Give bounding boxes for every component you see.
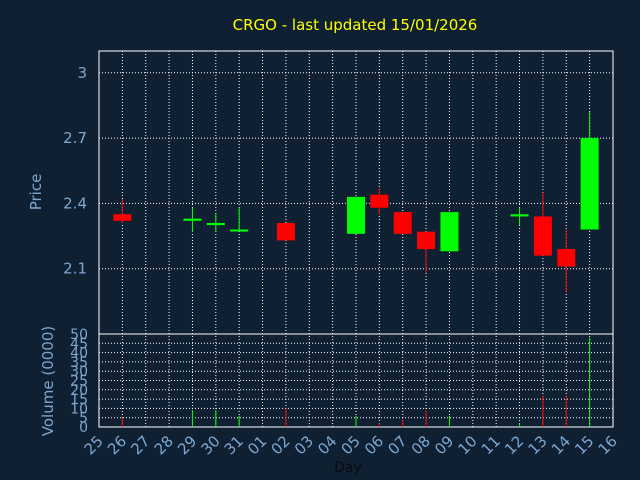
x-tick-label: 30	[197, 432, 223, 458]
candle-up	[183, 218, 202, 221]
volume-tick-label: 5	[79, 411, 88, 427]
x-tick-label: 27	[127, 432, 153, 458]
price-tick-label: 2.1	[63, 260, 87, 278]
x-tick-label: 10	[454, 432, 480, 458]
candle-up	[347, 196, 365, 234]
price-tick-labels: 2.1 2.4 2.7 3	[63, 64, 87, 278]
candles	[113, 111, 599, 293]
volume-panel	[98, 333, 614, 428]
x-tick-label: 15	[571, 432, 597, 458]
x-tick-label: 31	[221, 432, 247, 458]
x-tick-label: 12	[501, 432, 527, 458]
candle-down	[417, 231, 436, 250]
volume-tick-label: 40	[70, 346, 88, 362]
candle-down	[393, 212, 412, 234]
candle-up	[580, 138, 599, 230]
volume-tick-label: 45	[70, 336, 88, 352]
candle-down	[370, 194, 389, 208]
candle-up	[510, 214, 529, 217]
volume-tick-label: 50	[70, 327, 88, 343]
candle-up	[230, 229, 249, 232]
x-tick-label: 02	[268, 432, 294, 458]
x-tick-label: 08	[408, 432, 434, 458]
price-tick-label: 2.7	[63, 129, 87, 147]
x-tick-label: 26	[104, 432, 130, 458]
x-tick-label: 11	[478, 432, 504, 458]
candle-up	[206, 222, 225, 226]
x-tick-label: 25	[81, 432, 107, 458]
volume-tick-label: 20	[70, 383, 88, 399]
x-tick-label: 05	[338, 432, 364, 458]
candle-down	[113, 214, 132, 221]
volume-tick-label: 25	[70, 374, 88, 390]
x-tick-label: 16	[595, 432, 621, 458]
volume-axis-label: Volume (0000)	[39, 326, 57, 436]
y-axis-label: Price	[27, 174, 45, 211]
candle-down	[557, 249, 576, 267]
x-tick-label: 13	[525, 432, 551, 458]
price-tick-label: 3	[77, 64, 87, 82]
candle-down	[276, 222, 295, 241]
x-tick-label: 07	[384, 432, 410, 458]
candle-up	[440, 212, 459, 252]
x-tick-label: 28	[151, 432, 177, 458]
candle-down	[533, 216, 552, 256]
x-tick-labels: 2526272829303101020304050607080910111213…	[81, 432, 621, 458]
x-tick-label: 09	[431, 432, 457, 458]
x-tick-label: 29	[174, 432, 200, 458]
volume-bars	[121, 337, 591, 427]
x-tick-label: 14	[548, 432, 574, 458]
x-tick-label: 03	[291, 432, 317, 458]
x-tick-label: 01	[244, 432, 270, 458]
volume-tick-label: 10	[70, 401, 88, 417]
volume-tick-label: 35	[70, 355, 88, 371]
x-tick-label: 04	[314, 432, 340, 458]
volume-tick-label: 30	[70, 364, 88, 380]
x-tick-label: 06	[361, 432, 387, 458]
volume-tick-label: 0	[79, 420, 88, 436]
x-axis-label: Day	[334, 460, 362, 476]
price-tick-label: 2.4	[63, 194, 87, 212]
chart-title: CRGO - last updated 15/01/2026	[233, 16, 478, 34]
volume-tick-label: 15	[70, 392, 88, 408]
